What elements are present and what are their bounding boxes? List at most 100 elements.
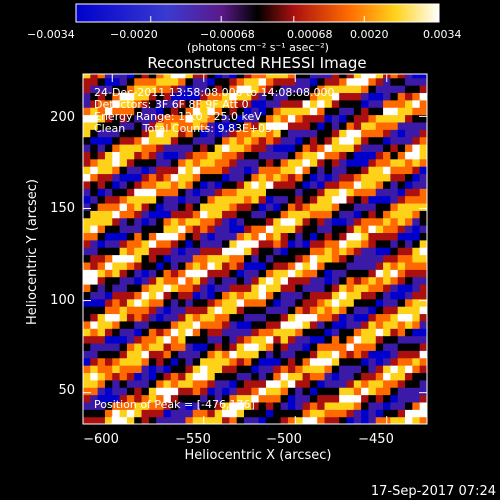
heatmap-cell-69: [90, 261, 99, 270]
heatmap-cell-6: [83, 372, 91, 381]
heatmap-cell-1242: [265, 107, 274, 116]
heatmap-cell-1319: [280, 247, 289, 256]
heatmap-cell-1266: [273, 284, 282, 292]
heatmap-cell-177: [104, 173, 113, 182]
heatmap-cell-222: [112, 195, 121, 204]
heatmap-cell-829: [207, 320, 216, 329]
heatmap-cell-1485: [302, 85, 311, 94]
heatmap-cell-614: [170, 136, 179, 145]
heatmap-cell-1543: [317, 365, 326, 374]
heatmap-cell-1660: [331, 210, 340, 219]
heatmap-cell-1041: [236, 173, 245, 182]
heatmap-cell-585: [170, 350, 179, 359]
heatmap-cell-926: [222, 313, 230, 322]
heatmap-cell-777: [200, 350, 209, 359]
y-tick-label-3: 200: [50, 110, 75, 125]
heatmap-cell-589: [170, 320, 179, 329]
heatmap-cell-1446: [302, 372, 311, 381]
colorbar-tick-label-1: −0.0020: [110, 28, 158, 41]
heatmap-cell-1930: [375, 342, 384, 351]
heatmap-cell-1586: [324, 401, 333, 410]
heatmap-cell-843: [207, 217, 216, 226]
heatmap-cell-209: [112, 291, 121, 300]
heatmap-cell-959: [222, 74, 230, 79]
heatmap-cell-193: [112, 409, 121, 418]
heatmap-cell-188: [104, 92, 113, 101]
heatmap-cell-1418: [295, 225, 304, 234]
heatmap-cell-398: [141, 313, 150, 322]
heatmap-cell-2182: [412, 254, 421, 263]
heatmap-cell-1958: [375, 136, 384, 145]
heatmap-cell-1080: [244, 239, 252, 248]
heatmap-cell-1429: [295, 144, 304, 152]
heatmap-cell-1721: [339, 114, 348, 123]
heatmap-cell-1377: [287, 173, 296, 182]
heatmap-cell-1376: [287, 180, 296, 189]
heatmap-cell-1532: [309, 92, 318, 101]
heatmap-cell-1088: [244, 180, 252, 189]
heatmap-cell-1255: [273, 365, 282, 374]
heatmap-cell-2011: [383, 99, 392, 108]
heatmap-cell-1720: [339, 121, 348, 130]
heatmap-cell-479: [148, 74, 157, 79]
heatmap-cell-1664: [331, 180, 340, 189]
heatmap-cell-106: [97, 342, 106, 351]
heatmap-cell-556: [163, 210, 172, 219]
heatmap-cell-2118: [405, 372, 413, 381]
heatmap-cell-105: [97, 350, 106, 359]
heatmap-cell-107: [97, 335, 106, 344]
heatmap-cell-2147: [405, 158, 413, 167]
heatmap-cell-1436: [295, 92, 304, 101]
heatmap-cell-2112: [405, 416, 413, 424]
heatmap-cell-2223: [419, 306, 427, 315]
heatmap-cell-674: [185, 401, 194, 410]
heatmap-cell-596: [170, 269, 179, 278]
heatmap-cell-637: [178, 320, 187, 329]
heatmap-cell-1696: [339, 298, 348, 307]
heatmap-cell-250: [119, 342, 128, 351]
heatmap-cell-375: [134, 129, 143, 138]
heatmap-cell-51: [90, 394, 99, 403]
heatmap-cell-590: [170, 313, 179, 322]
heatmap-cell-1290: [273, 107, 282, 116]
heatmap-cell-1999: [383, 188, 392, 197]
heatmap-cell-1013: [236, 379, 245, 388]
heatmap-cell-363: [134, 217, 143, 226]
heatmap-cell-1976: [383, 357, 392, 366]
heatmap-cell-344: [134, 357, 143, 366]
heatmap-cell-1445: [302, 379, 311, 388]
heatmap-cell-1851: [361, 217, 370, 226]
heatmap-cell-1022: [236, 313, 245, 322]
heatmap-cell-493: [156, 320, 165, 329]
heatmap-cell-1409: [295, 291, 304, 300]
heatmap-cell-778: [200, 342, 209, 351]
heatmap-cell-624: [178, 416, 187, 424]
heatmap-cell-2100: [397, 151, 406, 160]
heatmap-cell-1204: [265, 387, 274, 396]
heatmap-cell-1370: [287, 225, 296, 234]
heatmap-cell-1400: [295, 357, 304, 366]
heatmap-cell-946: [222, 166, 230, 175]
heatmap-cell-2075: [397, 335, 406, 344]
heatmap-cell-1233: [265, 173, 274, 182]
heatmap-cell-1327: [280, 188, 289, 197]
heatmap-cell-592: [170, 298, 179, 307]
heatmap-cell-1891: [368, 276, 377, 285]
heatmap-cell-1897: [368, 232, 377, 241]
heatmap-cell-540: [163, 328, 172, 337]
heatmap-cell-640: [178, 298, 187, 307]
heatmap-cell-2213: [419, 379, 427, 388]
heatmap-cell-1383: [287, 129, 296, 138]
heatmap-cell-1240: [265, 121, 274, 130]
heatmap-cell-169: [104, 232, 113, 241]
heatmap-cell-1742: [346, 313, 355, 322]
heatmap-cell-2175: [412, 306, 421, 315]
heatmap-cell-1541: [317, 379, 326, 388]
heatmap-cell-1610: [324, 225, 333, 234]
heatmap-cell-158: [104, 313, 113, 322]
heatmap-cell-310: [126, 254, 135, 263]
heatmap-cell-2103: [397, 129, 406, 138]
heatmap-cell-1967: [375, 74, 384, 79]
heatmap-cell-0: [83, 416, 91, 424]
heatmap-cell-522: [156, 107, 165, 116]
